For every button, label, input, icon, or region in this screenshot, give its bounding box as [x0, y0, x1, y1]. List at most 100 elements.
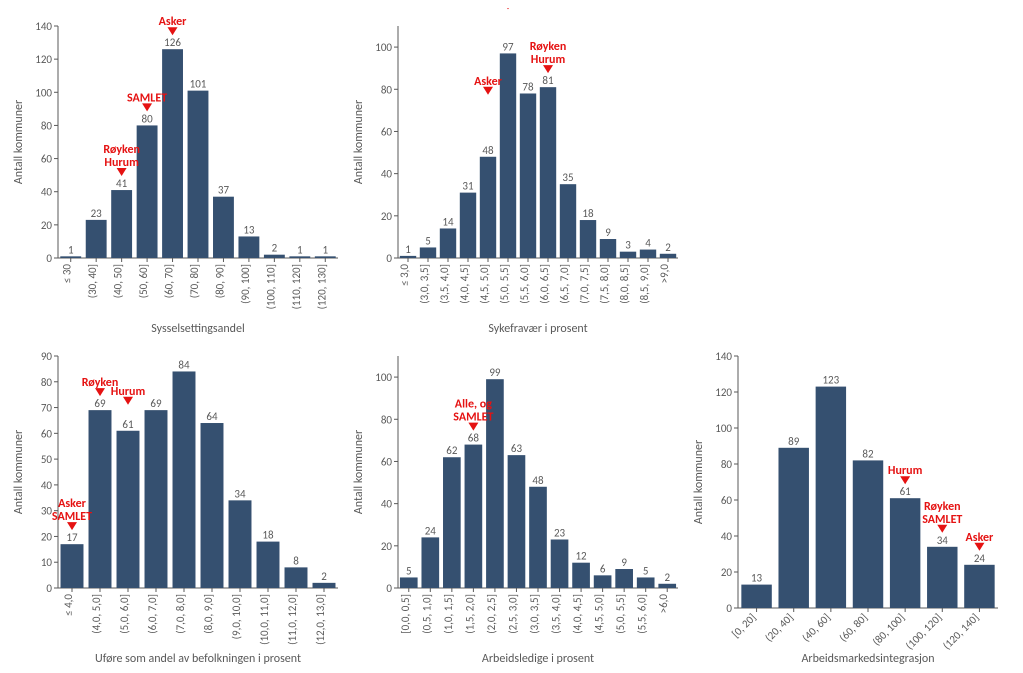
bar: [660, 254, 676, 258]
annotation-label: Røyken: [924, 500, 961, 514]
svg-text:140: 140: [715, 350, 732, 363]
svg-text:70: 70: [41, 402, 53, 415]
y-axis-title: Antall kommuner: [692, 440, 706, 524]
bar-value: 5: [425, 234, 431, 247]
bar-value: 69: [150, 397, 162, 410]
svg-text:(3,5, 4,0]: (3,5, 4,0]: [550, 594, 563, 634]
annotation-label: SAMLET: [453, 411, 493, 425]
x-axis-title: Arbeidsmarkedsintegrasjon: [801, 652, 934, 666]
bar-value: 78: [522, 80, 534, 93]
annotation-label: Hurum: [888, 464, 923, 478]
svg-text:40: 40: [381, 168, 393, 181]
svg-text:(20, 40]: (20, 40]: [762, 611, 795, 644]
svg-text:90: 90: [41, 350, 53, 363]
svg-text:(100, 120]: (100, 120]: [903, 611, 944, 652]
svg-text:(50, 60]: (50, 60]: [137, 264, 150, 298]
svg-text:0: 0: [386, 252, 392, 265]
svg-text:(5,5, 6,0]: (5,5, 6,0]: [518, 264, 531, 304]
bar-value: 82: [862, 447, 874, 460]
chart-sykefravaer: 0204060801001≤ 3,05(3,0, 3,5]14(3,5, 4,0…: [348, 8, 688, 338]
svg-text:20: 20: [381, 210, 393, 223]
svg-text:(4,0, 5,0]: (4,0, 5,0]: [90, 594, 103, 634]
bar: [421, 537, 439, 588]
svg-text:(4,0, 4,5]: (4,0, 4,5]: [458, 264, 471, 304]
chart-arbeidsmarkedsintegrasjon: 02040608010012014013[0, 20]89(20, 40]123…: [688, 338, 1008, 668]
svg-text:80: 80: [41, 119, 53, 132]
svg-text:(7,5, 8,0]: (7,5, 8,0]: [598, 264, 611, 304]
x-axis-title: Sykefravær i prosent: [488, 322, 587, 336]
bar-value: 1: [405, 243, 411, 256]
svg-text:(6,0, 6,5]: (6,0, 6,5]: [538, 264, 551, 304]
chart-grid: 0204060801001201401≤ 3023(30, 40]41(40, …: [8, 8, 1015, 668]
annotation-label: Hurum: [104, 156, 139, 170]
svg-text:80: 80: [381, 413, 393, 426]
bar-value: 2: [321, 570, 327, 583]
svg-text:(5,5, 6,0]: (5,5, 6,0]: [636, 594, 649, 634]
bar-value: 68: [468, 432, 480, 445]
svg-text:(7,0, 8,0]: (7,0, 8,0]: [174, 594, 187, 634]
bar: [560, 184, 576, 258]
svg-text:40: 40: [41, 186, 53, 199]
svg-text:(11,0, 12,0]: (11,0, 12,0]: [286, 594, 299, 645]
bar: [201, 423, 224, 588]
svg-text:100: 100: [375, 371, 392, 384]
svg-text:(4,5, 5,0]: (4,5, 5,0]: [593, 594, 606, 634]
bar: [890, 498, 920, 608]
svg-text:140: 140: [35, 20, 52, 33]
bar: [964, 565, 994, 608]
annotation-label: Asker: [58, 497, 87, 511]
annotation-label: SAMLET: [52, 510, 92, 524]
bar: [313, 583, 336, 588]
bar: [551, 539, 569, 588]
bar: [658, 584, 676, 588]
bar-value: 24: [425, 524, 437, 537]
bar: [500, 53, 516, 258]
svg-text:(60, 80]: (60, 80]: [837, 611, 870, 644]
svg-text:40: 40: [721, 530, 733, 543]
bar-value: 1: [68, 243, 74, 256]
bar-value: 6: [600, 562, 606, 575]
bar: [111, 190, 132, 258]
annotation-label: Asker: [966, 531, 995, 545]
bar-value: 9: [621, 556, 627, 569]
bar: [778, 448, 808, 608]
svg-text:(80, 90]: (80, 90]: [213, 264, 226, 298]
svg-text:(10,0, 11,0]: (10,0, 11,0]: [258, 594, 271, 645]
bar-value: 80: [142, 112, 154, 125]
bar-value: 64: [206, 410, 218, 423]
svg-text:120: 120: [715, 386, 732, 399]
bar: [580, 220, 596, 258]
bar-value: 18: [262, 529, 274, 542]
svg-text:(40, 50]: (40, 50]: [112, 264, 125, 298]
bar: [60, 256, 81, 258]
svg-text:80: 80: [41, 376, 53, 389]
svg-text:(40, 60]: (40, 60]: [800, 611, 833, 644]
bar-value: 12: [575, 550, 587, 563]
x-axis-title: Arbeidsledige i prosent: [482, 652, 594, 666]
bar: [520, 93, 536, 258]
bar-value: 31: [462, 180, 474, 193]
bar-value: 62: [446, 444, 458, 457]
bar-value: 34: [234, 487, 246, 500]
svg-text:(8,5, 9,0]: (8,5, 9,0]: [638, 264, 651, 304]
svg-text:(12,0, 13,0]: (12,0, 13,0]: [314, 594, 327, 645]
svg-text:(7,0, 7,5]: (7,0, 7,5]: [578, 264, 591, 304]
bar-value: 2: [664, 571, 670, 584]
bar: [816, 387, 846, 608]
bar: [86, 220, 107, 258]
bar-value: 35: [562, 171, 573, 184]
annotation-label: Hurum: [531, 53, 566, 67]
svg-text:40: 40: [381, 498, 393, 511]
svg-text:(30, 40]: (30, 40]: [86, 264, 99, 298]
bar-value: 84: [178, 358, 190, 371]
svg-text:(2,5, 3,0]: (2,5, 3,0]: [506, 594, 519, 634]
annotation-label: Asker: [159, 15, 188, 29]
svg-text:(6,0, 7,0]: (6,0, 7,0]: [146, 594, 159, 634]
svg-text:20: 20: [41, 219, 53, 232]
svg-text:(6,5, 7,0]: (6,5, 7,0]: [558, 264, 571, 304]
svg-text:10: 10: [41, 556, 53, 569]
svg-text:60: 60: [381, 455, 393, 468]
y-axis-title: Antall kommuner: [352, 100, 366, 184]
svg-text:(0,5, 1,0]: (0,5, 1,0]: [420, 594, 433, 634]
bar: [572, 563, 590, 588]
